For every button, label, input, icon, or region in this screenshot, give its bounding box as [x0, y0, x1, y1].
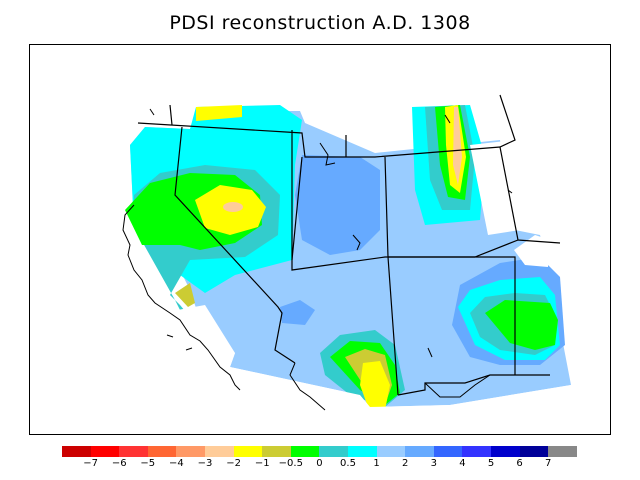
legend-tick-label: −3 — [197, 458, 213, 469]
legend-swatch — [405, 446, 434, 457]
legend-swatch — [490, 446, 520, 457]
legend-tick-label: 5 — [487, 458, 495, 469]
dry-west — [175, 283, 195, 307]
gulf-coast — [424, 374, 491, 398]
legend-tick-label: 7 — [545, 458, 552, 469]
slightly-dry-east — [485, 300, 558, 350]
color-legend: −7 −6 −5 −4 −3 −2 −1 −0.5 0 0.5 1 2 3 4 5 6 7 — [62, 446, 577, 472]
baja-coast — [289, 362, 326, 411]
drier-north — [196, 105, 242, 121]
very-wet-southwest — [280, 300, 315, 325]
legend-swatch — [376, 446, 406, 457]
legend-swatch — [62, 446, 91, 457]
state-boundaries — [137, 94, 561, 396]
legend-swatch — [262, 446, 291, 457]
legend-tick-label: −1 — [254, 458, 270, 469]
legend-tick-label: −4 — [169, 458, 184, 469]
no-data-plains — [470, 140, 520, 235]
legend-swatch — [204, 446, 234, 457]
legend-swatch — [319, 446, 348, 457]
legend-bar — [62, 446, 577, 457]
map-title: PDSI reconstruction A.D. 1308 — [169, 12, 471, 34]
map-frame — [29, 44, 611, 435]
legend-swatch — [233, 446, 263, 457]
legend-swatch — [290, 446, 320, 457]
legend-tick-label: 6 — [516, 458, 523, 469]
driest-northeast — [453, 107, 462, 185]
legend-tick-label: −7 — [83, 458, 98, 469]
legend-swatch — [462, 446, 491, 457]
legend-tick-label: 1 — [373, 458, 380, 469]
no-data-mexico — [205, 367, 590, 434]
legend-swatch — [548, 446, 577, 457]
pdsi-map — [122, 94, 590, 434]
legend-swatch — [147, 446, 177, 457]
legend-tick-label: −5 — [140, 458, 156, 469]
legend-swatch — [176, 446, 205, 457]
legend-tick-label: 2 — [402, 458, 409, 469]
legend-swatch — [433, 446, 463, 457]
lakes-islands — [149, 108, 513, 358]
driest-west — [223, 202, 243, 212]
legend-swatch — [347, 446, 377, 457]
legend-tick-label: −6 — [111, 458, 127, 469]
drier-south — [360, 361, 390, 410]
legend-tick-label: −0.5 — [278, 458, 303, 469]
legend-tick-label: 0 — [316, 458, 323, 469]
legend-swatch — [519, 446, 549, 457]
legend-tick-label: 3 — [430, 458, 437, 469]
legend-tick-label: 4 — [459, 458, 466, 469]
no-data-northeast-corner — [514, 235, 550, 267]
legend-swatch — [119, 446, 148, 457]
very-wet-central — [295, 155, 380, 255]
legend-tick-label: −2 — [226, 458, 241, 469]
legend-swatch — [90, 446, 120, 457]
legend-tick-label: 0.5 — [340, 458, 356, 469]
legend-ticks: −7 −6 −5 −4 −3 −2 −1 −0.5 0 0.5 1 2 3 4 5 6 7 — [62, 458, 577, 472]
coastline — [122, 204, 241, 391]
